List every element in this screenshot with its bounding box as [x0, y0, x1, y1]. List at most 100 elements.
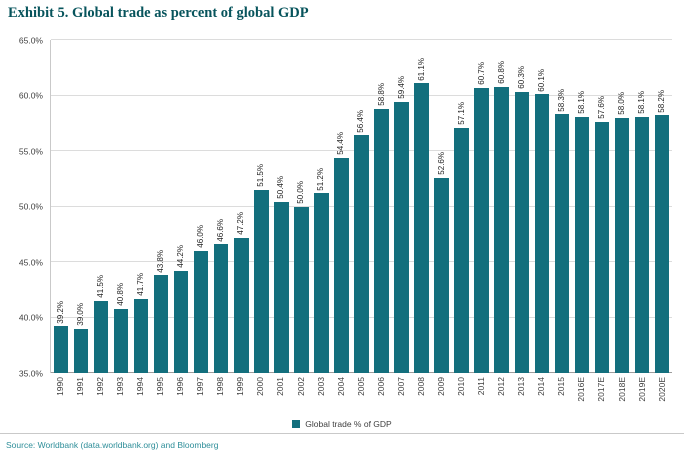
- bar-value-label: 40.8%: [116, 282, 126, 306]
- bar: [354, 135, 369, 373]
- x-axis-label: 2010: [456, 377, 467, 396]
- bar-slot: 60.8%: [492, 40, 512, 373]
- y-tick-label: 65.0%: [18, 34, 43, 45]
- y-tick-label: 55.0%: [18, 145, 43, 156]
- bar-value-label: 60.7%: [476, 62, 486, 85]
- y-tick-label: 50.0%: [18, 201, 43, 212]
- bar-value-label: 50.0%: [296, 180, 306, 204]
- bar-value-label: 47.2%: [236, 211, 246, 235]
- source-note: Source: Worldbank (data.worldbank.org) a…: [6, 440, 219, 450]
- bar-value-label: 51.2%: [316, 167, 326, 191]
- bar-value-label: 58.0%: [616, 92, 626, 115]
- bar-slot: 58.1%: [632, 40, 652, 373]
- x-axis-label: 1999: [235, 377, 246, 396]
- x-axis-label: 1995: [155, 377, 166, 396]
- legend-label: Global trade % of GDP: [305, 419, 392, 429]
- bar-value-label: 50.4%: [276, 176, 286, 200]
- bar-slot: 59.4%: [392, 40, 412, 373]
- bar: [234, 237, 249, 373]
- x-axis-label: 2009: [435, 377, 446, 396]
- bar: [194, 250, 209, 373]
- gridline: [51, 39, 672, 40]
- x-axis-label: 2020E: [656, 377, 667, 402]
- x-axis-label: 2001: [275, 377, 286, 396]
- bar-slot: 58.2%: [652, 40, 672, 373]
- bar-value-label: 46.6%: [216, 218, 226, 242]
- bar: [474, 87, 489, 373]
- x-axis-label: 1996: [175, 377, 186, 396]
- bar: [554, 114, 569, 373]
- bar-value-label: 58.3%: [556, 88, 566, 112]
- bar-slot: 41.7%: [131, 40, 151, 373]
- x-axis-label: 2017E: [596, 377, 607, 402]
- bar: [374, 108, 389, 373]
- bar: [93, 300, 109, 373]
- bar: [153, 275, 169, 373]
- y-tick-label: 60.0%: [18, 90, 43, 101]
- bar: [274, 202, 289, 373]
- x-axis-label: 1997: [195, 377, 206, 396]
- x-axis-label: 2015: [556, 377, 567, 396]
- bar-slot: 58.1%: [572, 40, 592, 373]
- bar-value-label: 58.1%: [576, 90, 586, 114]
- x-axis-label: 2014: [536, 377, 547, 396]
- bar-value-label: 58.1%: [636, 90, 646, 114]
- bar: [414, 83, 429, 373]
- bar-slot: 44.2%: [171, 40, 191, 373]
- x-axis-label: 2007: [395, 377, 406, 396]
- bar-value-label: 60.8%: [496, 60, 506, 84]
- bar-value-label: 41.7%: [136, 272, 146, 296]
- bar-slot: 56.4%: [351, 40, 371, 373]
- x-axis-label: 1998: [215, 377, 226, 396]
- x-axis-label: 2011: [476, 377, 487, 396]
- bar-slot: 51.5%: [251, 40, 271, 373]
- bar-slot: 60.3%: [512, 40, 532, 373]
- bar: [514, 92, 529, 373]
- bar: [574, 116, 590, 373]
- bar-slot: 57.6%: [592, 40, 612, 373]
- bar-slot: 61.1%: [412, 40, 432, 373]
- x-axis-label: 2005: [355, 377, 366, 396]
- bar-value-label: 39.0%: [76, 302, 86, 326]
- bar: [334, 157, 349, 373]
- bar-value-label: 57.6%: [596, 96, 606, 120]
- bar-value-label: 41.5%: [96, 275, 106, 298]
- bar: [534, 94, 549, 373]
- bar-value-label: 46.0%: [196, 225, 206, 248]
- bar: [294, 206, 309, 373]
- bar-slot: 60.1%: [532, 40, 552, 373]
- bar: [434, 177, 449, 373]
- x-axis-label: 1994: [135, 377, 146, 396]
- x-axis-label: 1990: [54, 377, 65, 396]
- bar-slot: 58.8%: [372, 40, 392, 373]
- bar-value-label: 51.5%: [256, 164, 266, 187]
- bar: [254, 189, 269, 373]
- bar-slot: 52.6%: [432, 40, 452, 373]
- x-axis-label: 2019E: [636, 377, 647, 402]
- bar-value-label: 58.2%: [656, 89, 666, 113]
- bar-slot: 43.8%: [151, 40, 171, 373]
- x-axis-label: 2008: [415, 377, 426, 396]
- y-tick-label: 45.0%: [18, 256, 43, 267]
- x-axis-label: 2004: [335, 377, 346, 396]
- bar-value-label: 61.1%: [416, 57, 426, 81]
- bar-slot: 57.1%: [452, 40, 472, 373]
- bar-slot: 47.2%: [231, 40, 251, 373]
- gridline: [51, 94, 672, 96]
- bar-value-label: 60.1%: [536, 68, 546, 92]
- bar-value-label: 57.1%: [456, 102, 466, 125]
- x-axis-label: 2006: [375, 377, 386, 396]
- x-axis-label: 2012: [496, 377, 507, 396]
- source-bar: Source: Worldbank (data.worldbank.org) a…: [0, 433, 684, 457]
- x-axis-label: 1993: [114, 377, 125, 396]
- bar-value-label: 56.4%: [356, 109, 366, 133]
- bar-slot: 50.4%: [271, 40, 291, 373]
- bar-slot: 54.4%: [331, 40, 351, 373]
- bar-slot: 39.2%: [51, 40, 71, 373]
- bar-value-label: 60.3%: [516, 66, 526, 90]
- bar-slot: 46.6%: [211, 40, 231, 373]
- bar: [494, 86, 509, 373]
- bar-value-label: 43.8%: [156, 249, 166, 273]
- bar: [394, 102, 409, 373]
